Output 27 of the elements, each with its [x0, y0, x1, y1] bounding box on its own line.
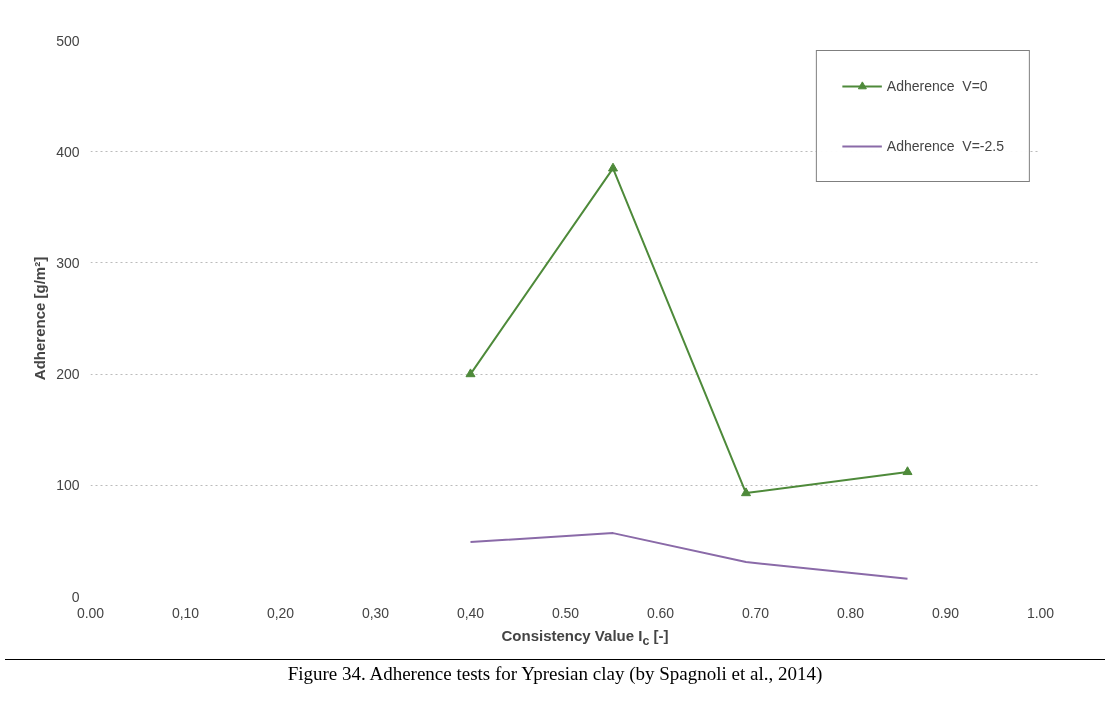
- point: [741, 487, 751, 497]
- x-tick-label: 0.50: [551, 604, 580, 621]
- y-tick-label: 300: [56, 254, 80, 271]
- x-tick-label: 0.80: [836, 604, 865, 621]
- x-tick-label: 0,40: [456, 604, 485, 621]
- x-tick-label: 0,10: [171, 604, 200, 621]
- line-series: [469, 532, 909, 580]
- y-axis-title: Adherence [g/m²]: [31, 256, 49, 381]
- legend-label: Adherence V=-2.5: [886, 138, 1004, 154]
- x-tick-label: 1.00: [1026, 604, 1055, 621]
- y-tick-label: 200: [56, 366, 80, 383]
- x-tick-label: 0.60: [646, 604, 675, 621]
- x-axis-title: Consistency Value I$_{c}$ [-]: [501, 626, 669, 650]
- y-tick-label: 100: [56, 477, 80, 494]
- y-tick-label: 400: [56, 143, 80, 160]
- x-tick-label: 0.90: [931, 604, 960, 621]
- point: [608, 162, 618, 172]
- x-tick-label: 0,20: [266, 604, 295, 621]
- caption: Figure 34. Adherence tests for Ypresian clay (by Spagnoli et al., 2014): [287, 662, 823, 686]
- text: 0.00: [76, 604, 105, 621]
- y-tick-label: 500: [56, 32, 80, 49]
- x-tick-label: 0.70: [741, 604, 770, 621]
- y-tick-label: 0: [71, 588, 80, 605]
- point: [902, 466, 913, 476]
- x-tick-label: 0,30: [361, 604, 390, 621]
- legend-label: Adherence V=0: [886, 78, 988, 94]
- point: [465, 368, 476, 378]
